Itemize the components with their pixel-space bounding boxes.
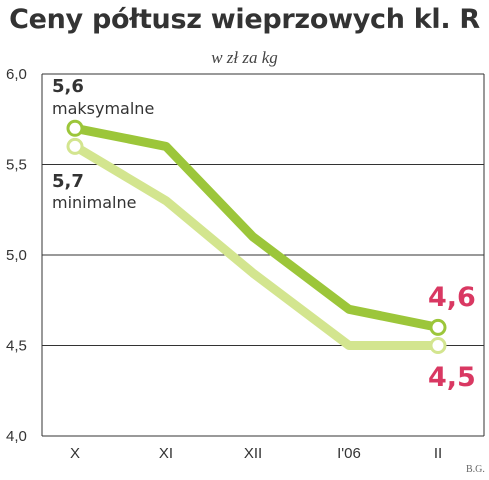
series-point [66,119,84,137]
y-tick-label: 4,5 [6,338,27,355]
grid-lines [41,73,485,437]
y-tick-label: 6,0 [6,66,27,83]
series-min-end-value: 4,5 [428,362,476,393]
x-tick-label: I'06 [337,445,361,462]
chart-title: Ceny półtusz wieprzowych kl. R [9,4,480,35]
x-axis: X XI XII I'06 II [70,445,442,462]
series-group [66,119,447,354]
x-tick-label: XI [159,445,173,462]
series-line [70,141,443,350]
y-axis: 4,0 4,5 5,0 5,5 6,0 [6,66,27,445]
series-point [66,137,84,155]
series-min-name: minimalne [52,193,136,212]
x-tick-label: XII [244,445,262,462]
chart-subtitle: w zł za kg [211,48,278,67]
series-point [429,318,447,336]
x-tick-label: X [70,445,80,462]
series-max-end-value: 4,6 [428,282,476,313]
series-min-start-value: 5,7 [52,171,84,192]
y-tick-label: 4,0 [6,428,27,445]
series-point [429,337,447,354]
series-max-name: maksymalne [52,99,154,118]
y-tick-label: 5,0 [6,247,27,264]
series-line [70,123,443,332]
x-tick-label: II [434,445,442,462]
y-tick-label: 5,5 [6,157,27,174]
series-max-start-value: 5,6 [52,76,84,97]
credit: B.G. [466,464,485,475]
series-labels: 5,6 maksymalne 5,7 minimalne 4,6 4,5 [52,76,476,393]
